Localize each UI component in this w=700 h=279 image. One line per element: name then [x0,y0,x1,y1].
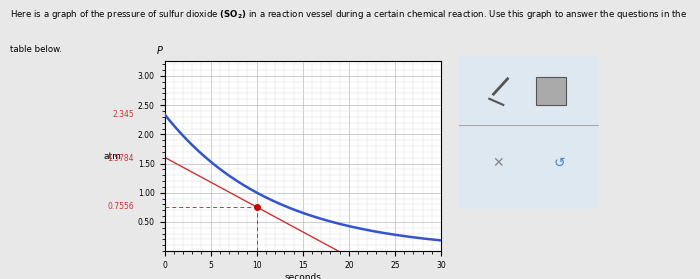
Text: 1.5784: 1.5784 [107,155,134,163]
Y-axis label: atm: atm [104,152,122,161]
FancyBboxPatch shape [454,51,603,214]
Text: table below.: table below. [10,45,62,54]
Text: ↺: ↺ [554,156,565,170]
X-axis label: seconds: seconds [284,273,321,279]
Text: 0.7556: 0.7556 [107,203,134,211]
Text: ✕: ✕ [492,156,503,170]
Bar [536,77,566,105]
Text: P: P [157,46,163,56]
Text: Here is a graph of the pressure of sulfur dioxide $\mathbf{(SO_2)}$ in a reactio: Here is a graph of the pressure of sulfu… [10,8,687,21]
Text: 2.345: 2.345 [112,110,134,119]
